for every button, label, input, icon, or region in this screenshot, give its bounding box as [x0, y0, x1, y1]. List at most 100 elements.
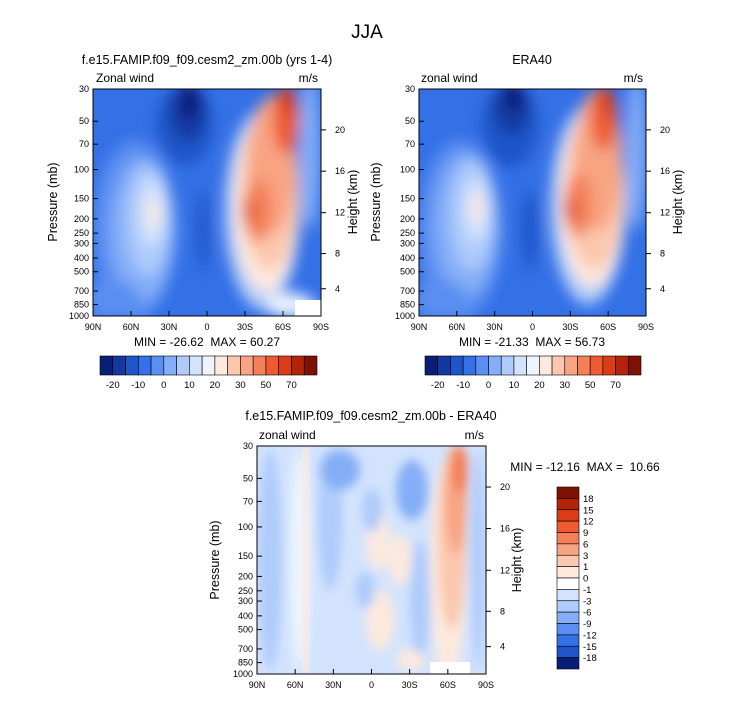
colorbar-box — [627, 355, 642, 376]
colorbar-box — [589, 355, 604, 376]
colorbar-box — [176, 355, 190, 376]
colorbar-box — [602, 355, 616, 376]
x-tick-label: 90S — [313, 322, 329, 332]
colorbar-label: -1 — [583, 585, 591, 596]
colorbar-box — [137, 355, 152, 376]
panel-difference: f.e15.FAMIP.f09_f09.cesm2_zm.00b - ERA40… — [208, 409, 660, 690]
x-tick-label: 90N — [411, 322, 428, 332]
colorbar-box — [303, 355, 318, 376]
colorbar-box — [488, 355, 502, 376]
units-label: m/s — [624, 71, 643, 85]
y-tick-label: 400 — [238, 611, 253, 621]
colorbar-label: -10 — [456, 380, 470, 391]
x-tick-label: 0 — [369, 680, 374, 690]
colorbar-label: -20 — [431, 380, 445, 391]
left-label: Zonal wind — [96, 71, 154, 85]
colorbar-label: 0 — [486, 380, 491, 391]
colorbar-box — [99, 355, 114, 376]
colorbar-label: 30 — [235, 380, 246, 391]
colorbar-label: -10 — [131, 380, 145, 391]
colorbar-box — [556, 520, 580, 533]
colorbar-label: 70 — [610, 380, 621, 391]
stats-label: MIN = -21.33 MAX = 56.73 — [459, 335, 605, 349]
colorbar-label: 30 — [559, 380, 570, 391]
y-tick-label: 250 — [74, 228, 89, 238]
colorbar-box — [240, 355, 254, 376]
y-tick-label: 300 — [400, 238, 415, 248]
colorbar-box — [556, 611, 580, 624]
x-tick-label: 0 — [530, 322, 535, 332]
height-tick-label: 20 — [335, 125, 345, 135]
y-tick-label: 300 — [238, 596, 253, 606]
y-axis-label-right: Height (km) — [346, 170, 360, 235]
stats-label: MIN = -26.62 MAX = 60.27 — [134, 335, 280, 349]
x-tick-label: 90S — [478, 680, 494, 690]
y-tick-label: 850 — [74, 300, 89, 310]
y-tick-label: 400 — [400, 253, 415, 263]
y-tick-label: 500 — [238, 625, 253, 635]
y-tick-label: 100 — [74, 165, 89, 175]
y-tick-label: 200 — [238, 571, 253, 581]
colorbar-box — [556, 566, 580, 579]
colorbar-box — [291, 355, 305, 376]
colorbar-box — [556, 645, 580, 658]
y-tick-label: 30 — [243, 441, 253, 451]
units-label: m/s — [465, 428, 484, 442]
panel-title: f.e15.FAMIP.f09_f09.cesm2_zm.00b (yrs 1-… — [82, 53, 333, 67]
colorbar-label: 9 — [583, 528, 588, 539]
contour-field — [257, 446, 486, 674]
colorbar-box — [556, 634, 580, 647]
colorbar-box — [556, 600, 580, 613]
colorbar-box — [437, 355, 451, 376]
contour-field — [93, 89, 321, 316]
panel-model: f.e15.FAMIP.f09_f09.cesm2_zm.00b (yrs 1-… — [46, 53, 360, 391]
colorbar-box — [556, 577, 580, 590]
y-tick-label: 500 — [400, 267, 415, 277]
y-axis-label: Pressure (mb) — [208, 520, 222, 599]
colorbar-box — [450, 355, 464, 376]
x-tick-label: 60S — [275, 322, 291, 332]
x-tick-label: 60S — [440, 680, 456, 690]
colorbar-label: 0 — [583, 574, 588, 585]
colorbar-label: 0 — [161, 380, 166, 391]
x-tick-label: 30N — [161, 322, 178, 332]
colorbar-box — [462, 355, 477, 376]
colorbar-box — [551, 355, 566, 376]
height-tick-label: 16 — [500, 524, 510, 534]
left-label: zonal wind — [421, 71, 478, 85]
y-tick-label: 200 — [400, 214, 415, 224]
y-tick-label: 70 — [405, 139, 415, 149]
colorbar-label: 70 — [286, 380, 297, 391]
y-tick-label: 150 — [74, 194, 89, 204]
colorbar-box — [526, 355, 540, 376]
colorbar-label: -18 — [583, 653, 597, 664]
colorbar-label: 10 — [509, 380, 520, 391]
height-tick-label: 8 — [335, 249, 340, 259]
colorbar-box — [556, 623, 580, 636]
y-axis-label-right: Height (km) — [671, 170, 685, 235]
colorbar-box — [577, 355, 591, 376]
x-tick-label: 30S — [402, 680, 418, 690]
height-tick-label: 4 — [500, 642, 505, 652]
x-tick-label: 90N — [85, 322, 102, 332]
y-tick-label: 150 — [238, 551, 253, 561]
y-tick-label: 300 — [74, 238, 89, 248]
colorbar-label: 20 — [210, 380, 221, 391]
y-tick-label: 50 — [405, 116, 415, 126]
colorbar-box — [163, 355, 177, 376]
y-tick-label: 30 — [79, 84, 89, 94]
panel-title: ERA40 — [512, 53, 552, 67]
colorbar-label: 10 — [184, 380, 195, 391]
y-tick-label: 250 — [238, 586, 253, 596]
y-tick-label: 30 — [405, 84, 415, 94]
left-label: zonal wind — [259, 428, 316, 442]
colorbar-box — [475, 355, 489, 376]
y-tick-label: 1000 — [395, 311, 415, 321]
colorbar-box — [556, 532, 580, 545]
colorbar-box — [556, 657, 580, 670]
colorbar-box — [556, 543, 580, 556]
colorbar-box — [500, 355, 515, 376]
x-tick-label: 60N — [449, 322, 466, 332]
colorbar-label: -15 — [583, 642, 597, 653]
